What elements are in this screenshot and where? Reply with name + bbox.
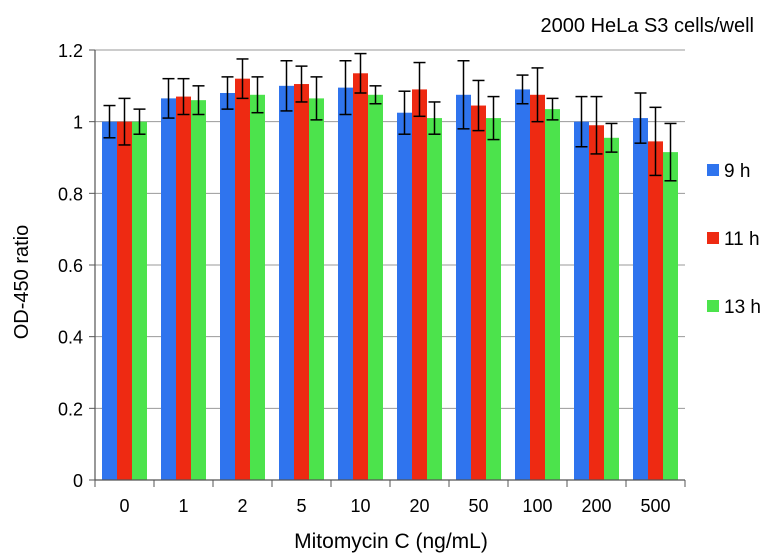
- x-tick-label: 5: [296, 496, 306, 516]
- y-tick-label: 0: [73, 471, 83, 491]
- y-axis-title: OD-450 ratio: [11, 225, 33, 340]
- x-tick-label: 20: [409, 496, 429, 516]
- legend: 9 h 11 h 13 h: [707, 161, 761, 318]
- bar: [633, 118, 648, 480]
- bar: [294, 84, 309, 481]
- bar: [191, 100, 206, 481]
- bar: [471, 105, 486, 481]
- y-tick-label: 1.2: [58, 41, 83, 61]
- x-tick-label: 500: [640, 496, 670, 516]
- y-tick-label: 1: [73, 113, 83, 133]
- x-tick-label: 2: [237, 496, 247, 516]
- bar: [604, 137, 619, 480]
- bar: [235, 78, 250, 481]
- bar: [161, 98, 176, 480]
- x-tick-label: 0: [119, 496, 129, 516]
- bar: [368, 94, 383, 481]
- bar: [117, 121, 132, 481]
- x-axis-title: Mitomycin C (ng/mL): [294, 530, 488, 553]
- bar: [589, 125, 604, 480]
- bar: [309, 98, 324, 480]
- bar: [397, 112, 412, 480]
- bar: [456, 94, 471, 481]
- bars: [102, 73, 678, 481]
- error-bars: [103, 52, 677, 182]
- bar: [412, 89, 427, 481]
- x-tick-label: 10: [350, 496, 370, 516]
- legend-label: 9 h: [724, 161, 750, 182]
- bar: [486, 118, 501, 480]
- y-tick-label: 0.2: [58, 399, 83, 419]
- y-tick-label: 0.8: [58, 184, 83, 204]
- chart-title: 2000 HeLa S3 cells/well: [541, 15, 754, 37]
- bar: [545, 109, 560, 480]
- bar: [338, 87, 353, 480]
- y-tick-label: 0.6: [58, 256, 83, 276]
- y-tick-label: 0.4: [58, 328, 83, 348]
- bar: [279, 85, 294, 480]
- legend-swatch: [707, 164, 719, 176]
- y-tick-labels: 0 0.2 0.4 0.6 0.8 1 1.2: [58, 41, 83, 491]
- bar: [663, 152, 678, 480]
- bar: [574, 121, 589, 481]
- legend-label: 11 h: [724, 229, 760, 250]
- x-tick-label: 200: [581, 496, 611, 516]
- legend-swatch: [707, 300, 719, 312]
- x-tick-label: 50: [468, 496, 488, 516]
- bar: [132, 121, 147, 481]
- bar: [530, 94, 545, 481]
- bar: [220, 93, 235, 480]
- bar: [427, 118, 442, 480]
- legend-swatch: [707, 232, 719, 244]
- legend-label: 13 h: [724, 297, 761, 318]
- bar: [176, 96, 191, 480]
- bar: [102, 121, 117, 481]
- bar: [515, 89, 530, 481]
- bar: [250, 94, 265, 481]
- bar: [353, 73, 368, 481]
- x-tick-labels: 0 1 2 5 10 20 50 100 200 500: [119, 496, 670, 516]
- x-tick-label: 1: [178, 496, 188, 516]
- axes: [89, 49, 686, 487]
- x-tick-label: 100: [522, 496, 552, 516]
- bar: [648, 141, 663, 480]
